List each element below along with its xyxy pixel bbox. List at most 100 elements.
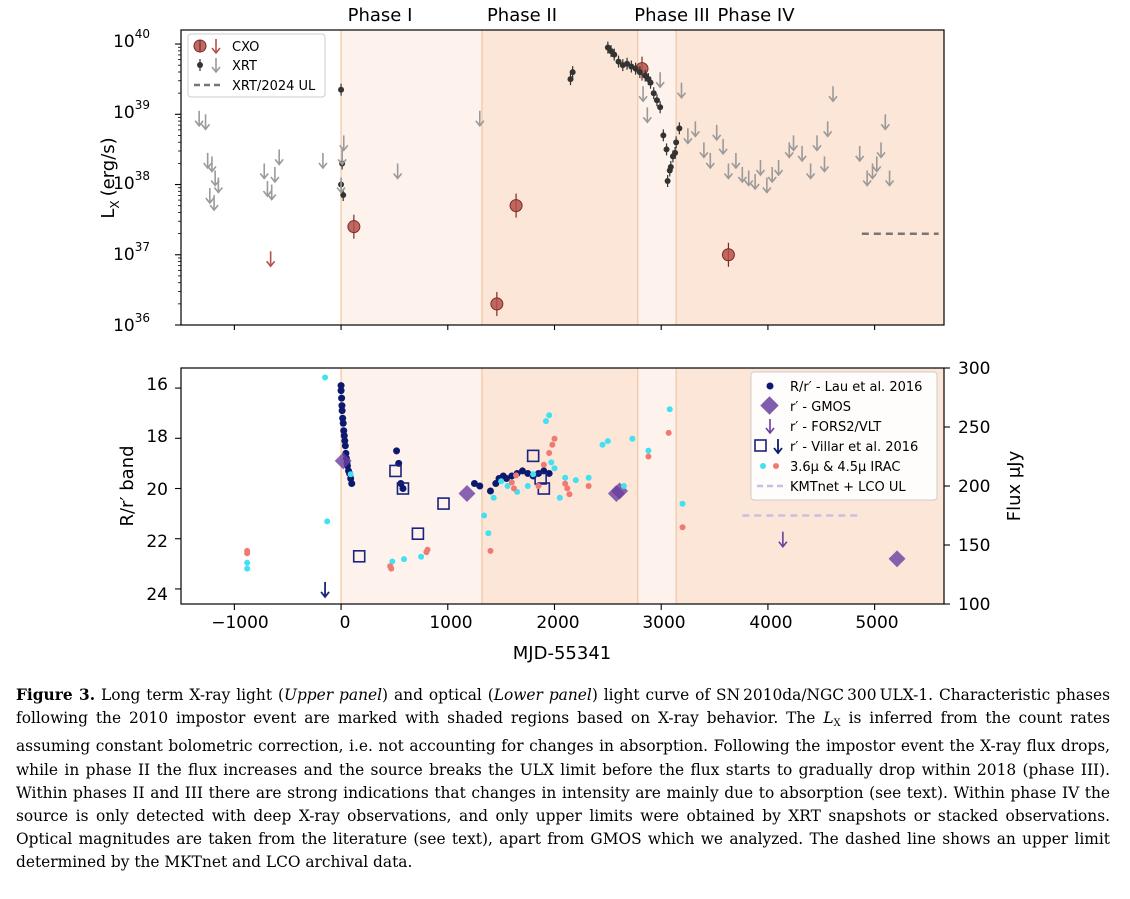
xrt-upper-limit-arrow xyxy=(872,156,882,173)
caption-lx-sub: X xyxy=(833,718,841,730)
xrt-upper-limit-arrow xyxy=(393,163,403,180)
lau-point xyxy=(337,382,345,390)
irac-36-point xyxy=(542,418,549,425)
xrt-upper-limit-arrow xyxy=(683,128,693,145)
xrt-upper-limit-arrow xyxy=(207,156,217,173)
legend-villar-marker xyxy=(754,439,767,452)
xrt-upper-limit-arrow xyxy=(767,166,777,184)
irac-36-point xyxy=(679,500,686,507)
irac-36-point xyxy=(629,435,636,442)
upper-tick-1e39: 1039 xyxy=(113,98,150,123)
xrt-upper-limit-arrow xyxy=(784,142,794,159)
xrt-upper-limit-arrow xyxy=(638,86,648,103)
xrt-upper-limit-arrow xyxy=(737,166,747,184)
mag-tick-22: 22 xyxy=(146,532,168,552)
xrt-upper-limit-arrow xyxy=(723,163,734,180)
lau-point xyxy=(524,469,532,477)
irac-45-point xyxy=(549,441,556,448)
legend-ul-label: XRT/2024 UL xyxy=(232,79,316,94)
gmos-point xyxy=(334,452,352,470)
figure: Phase I Phase II Phase III Phase IV 1036… xyxy=(98,5,1025,664)
gmos-point xyxy=(458,485,476,503)
irac-36-point xyxy=(572,477,579,484)
cxo-point xyxy=(509,193,523,218)
irac-36-point xyxy=(524,483,531,489)
xrt-upper-limit-arrow xyxy=(884,170,895,187)
lau-point xyxy=(399,485,407,493)
irac-36-point xyxy=(244,559,251,566)
mag-tick-24: 24 xyxy=(146,585,168,605)
irac-36-point xyxy=(481,512,488,519)
irac-36-point xyxy=(244,565,251,572)
cxo-point xyxy=(721,242,735,267)
lau-point xyxy=(338,402,346,410)
lau-point xyxy=(337,387,345,395)
xrt-upper-limit-arrow xyxy=(880,114,890,131)
villar-point xyxy=(437,497,450,510)
irac-36-point xyxy=(585,474,592,481)
legend-lau-label: R/r′ - Lau et al. 2016 xyxy=(790,380,922,395)
lau-point xyxy=(518,467,526,475)
phase-region-1 xyxy=(341,30,482,325)
irac-36-point xyxy=(504,483,511,489)
xrt-upper-limit-arrow xyxy=(475,110,485,128)
xrt-upper-limit-arrow xyxy=(705,152,715,170)
legend-gmos-label: r′ - GMOS xyxy=(790,400,851,415)
x-tick-3000: 3000 xyxy=(642,613,685,633)
phase-region-2 xyxy=(481,30,638,325)
lau-point xyxy=(476,482,484,490)
flux-tick-250: 250 xyxy=(958,418,990,438)
upper-tick-1e36: 1036 xyxy=(113,311,150,336)
upper-panel: 1036 1037 1038 1039 1040 LX(erg/s) CXO X… xyxy=(98,27,945,336)
xrt-upper-limit-arrow xyxy=(267,184,277,201)
phase-label-4: Phase IV xyxy=(717,5,795,26)
xrt-upper-limit-arrow xyxy=(828,86,838,103)
phase-region-3 xyxy=(637,368,677,604)
xrt-upper-limit-arrow xyxy=(262,181,273,198)
xrt-upper-limit-arrow xyxy=(862,170,872,187)
irac-36-point xyxy=(401,556,408,563)
figure-caption: Figure 3. Long term X-ray light (Upper p… xyxy=(16,684,1110,875)
legend-gmos-marker xyxy=(760,396,779,415)
xrt-point xyxy=(660,129,667,142)
irac-45-point xyxy=(535,483,542,489)
caption-text-4: is inferred from the count rates assumin… xyxy=(16,709,1110,872)
xrt-upper-limit-arrow xyxy=(750,174,760,191)
irac-36-point xyxy=(322,374,329,381)
xrt-upper-limit-arrow xyxy=(867,163,878,180)
irac-36-point xyxy=(556,494,563,501)
villar-point xyxy=(396,482,410,495)
irac-45-point xyxy=(540,461,547,468)
legend-irac-red-marker xyxy=(773,463,779,469)
fors2-upper-limit-arrow xyxy=(778,531,788,549)
caption-italic-1: Upper panel xyxy=(283,686,383,704)
irac-45-point xyxy=(244,550,251,557)
irac-45-point xyxy=(510,485,517,492)
xrt-upper-limit-arrow xyxy=(270,166,280,184)
irac-45-point xyxy=(585,483,592,489)
irac-45-point xyxy=(546,449,553,456)
x-tick-2000: 2000 xyxy=(536,613,579,633)
caption-italic-2: Lower panel xyxy=(493,686,592,704)
irac-45-point xyxy=(487,547,494,554)
legend-kmt-label: KMTnet + LCO UL xyxy=(790,480,906,495)
x-axis-label: MJD-55341 xyxy=(513,643,611,664)
irac-36-point xyxy=(599,441,606,448)
xrt-upper-limit-arrow xyxy=(642,107,652,124)
irac-36-point xyxy=(418,553,425,560)
xrt-upper-limit-arrow xyxy=(812,135,822,152)
caption-lx: L xyxy=(823,709,834,728)
mag-tick-16: 16 xyxy=(146,375,168,395)
legend-irac-cyan-marker xyxy=(760,463,766,469)
upper-panel-frame xyxy=(180,29,945,326)
xrt-upper-limit-arrow xyxy=(855,145,865,163)
xrt-point xyxy=(676,122,683,135)
irac-45-point xyxy=(665,429,672,436)
lower-legend: R/r′ - Lau et al. 2016 r′ - GMOS r′ - FO… xyxy=(750,371,938,501)
irac-45-point xyxy=(562,480,569,487)
x-tick-5000: 5000 xyxy=(855,613,898,633)
xrt-upper-limit-arrow xyxy=(876,142,886,159)
villar-point xyxy=(526,449,540,463)
xrt-upper-limit-arrow xyxy=(274,149,284,166)
caption-text-2: ) and optical ( xyxy=(382,686,494,704)
